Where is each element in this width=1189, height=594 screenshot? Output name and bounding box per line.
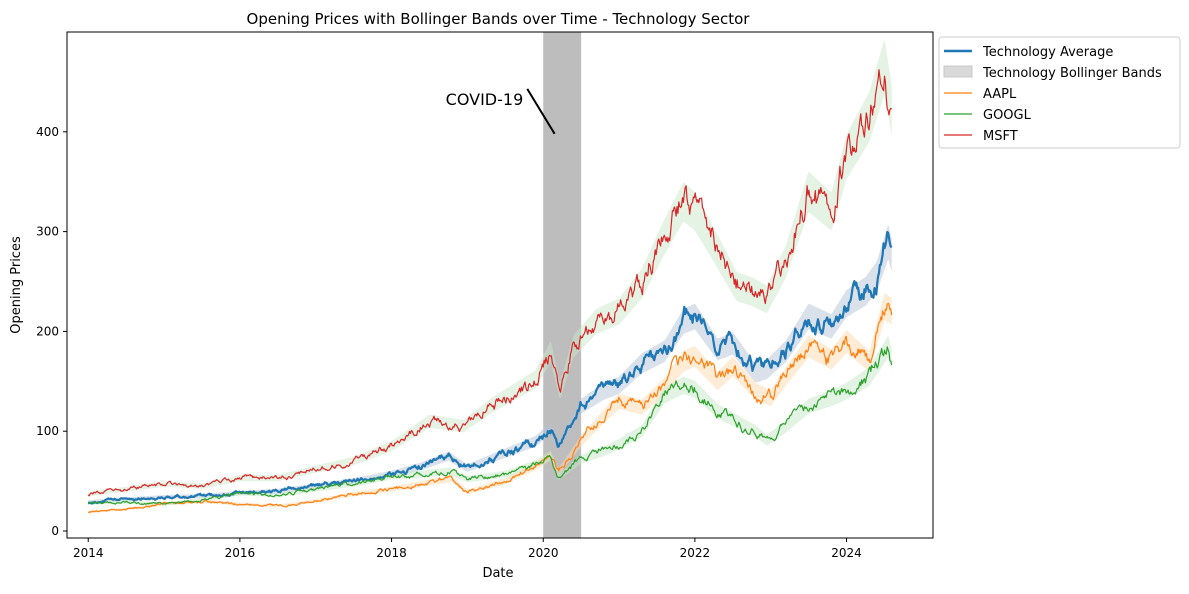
legend-label: GOOGL	[983, 108, 1032, 123]
legend-label: Technology Average	[982, 45, 1113, 60]
plot-frame	[66, 31, 934, 539]
annotation-covid-label: COVID-19	[446, 90, 524, 109]
y-axis: 0 100 200 300 400	[36, 125, 67, 538]
legend-label: AAPL	[983, 87, 1017, 102]
legend-entry: Technology Bollinger Bands	[943, 65, 1162, 81]
bollinger-band-googl	[88, 335, 892, 506]
x-tick-label: 2020	[528, 546, 559, 560]
legend-label: Technology Bollinger Bands	[982, 66, 1162, 81]
series-line-googl	[87, 346, 893, 506]
y-tick-label: 300	[36, 225, 59, 239]
legend-entry: MSFT	[944, 129, 1018, 144]
x-axis: 2014 2016 2018 2020 2022 2024	[73, 538, 862, 560]
legend-box	[938, 36, 1181, 149]
x-tick-label: 2014	[73, 546, 104, 560]
plot-area: COVID-19	[66, 31, 934, 539]
x-tick-label: 2022	[680, 546, 711, 560]
series-line-msft	[87, 69, 893, 497]
annotation-arrow	[526, 88, 556, 135]
y-tick-label: 0	[51, 524, 59, 538]
x-tick-label: 2018	[376, 546, 407, 560]
bollinger-band-msft	[88, 39, 892, 497]
legend-swatch	[943, 65, 973, 78]
legend-entry: GOOGL	[944, 108, 1032, 123]
chart-title: Opening Prices with Bollinger Bands over…	[247, 10, 751, 28]
x-tick-label: 2024	[831, 546, 862, 560]
x-axis-label: Date	[482, 566, 513, 581]
bollinger-band-aapl	[88, 293, 892, 514]
y-axis-label: Opening Prices	[9, 236, 24, 334]
legend: Technology Average Technology Bollinger B…	[938, 36, 1181, 149]
legend-entry: AAPL	[944, 87, 1017, 102]
legend-entry: Technology Average	[944, 45, 1113, 60]
legend-label: MSFT	[983, 129, 1018, 144]
y-tick-label: 200	[36, 324, 59, 338]
x-tick-label: 2016	[225, 546, 256, 560]
y-tick-label: 100	[36, 424, 59, 438]
y-tick-label: 400	[36, 125, 59, 139]
series-line-aapl	[88, 302, 893, 514]
